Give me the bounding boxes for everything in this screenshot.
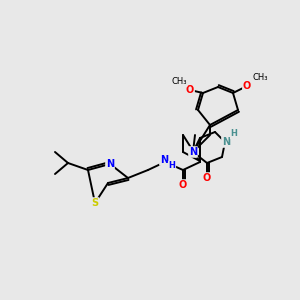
Text: O: O bbox=[186, 85, 194, 95]
Text: O: O bbox=[203, 173, 211, 183]
Text: CH₃: CH₃ bbox=[171, 77, 187, 86]
Text: H: H bbox=[169, 161, 176, 170]
Text: O: O bbox=[179, 180, 187, 190]
Text: CH₃: CH₃ bbox=[252, 74, 268, 82]
Text: N: N bbox=[106, 159, 114, 169]
Text: S: S bbox=[92, 198, 99, 208]
Text: H: H bbox=[231, 130, 237, 139]
Text: O: O bbox=[243, 81, 251, 91]
Text: N: N bbox=[189, 147, 197, 157]
Text: N: N bbox=[160, 155, 168, 165]
Text: N: N bbox=[222, 137, 230, 147]
